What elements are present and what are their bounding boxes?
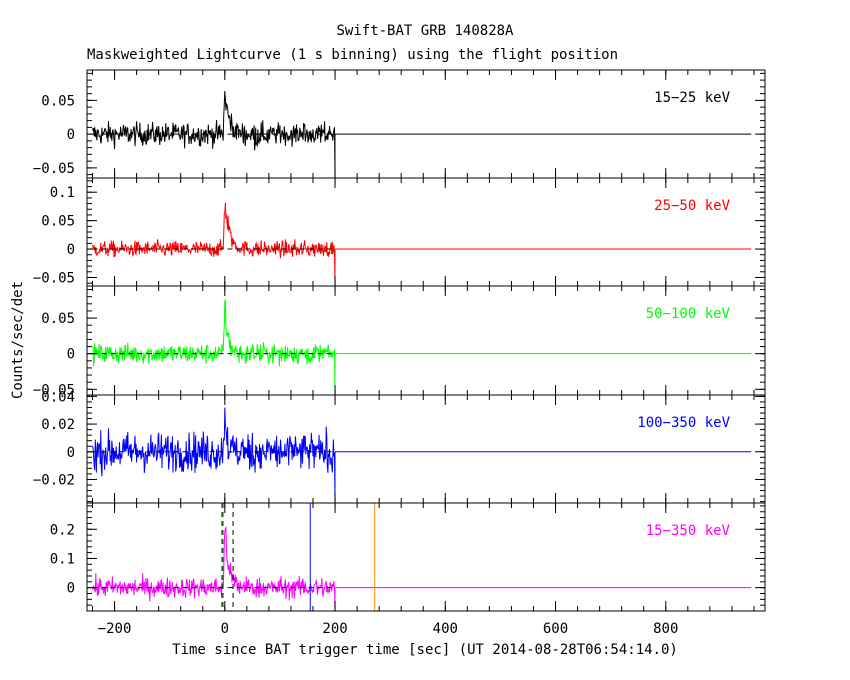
band-label: 15−350 keV [646,523,731,539]
y-tick-label: 0 [67,445,75,461]
lightcurve-series [92,526,336,609]
y-tick-label: 0.05 [41,311,75,327]
y-tick-label: 0.1 [50,185,75,201]
chart-subtitle: Maskweighted Lightcurve (1 s binning) us… [87,47,618,63]
panel-3: −0.05 0 0.05 50−100 keV [33,285,766,398]
y-tick-label: −0.05 [33,270,75,286]
panel-4: −0.02 0 0.02 0.04 100−350 keV [33,389,766,504]
y-tick-label: 0.04 [41,389,75,405]
y-tick-label: 0.02 [41,417,75,433]
y-tick-label: 0.05 [41,214,75,230]
x-axis-label: Time since BAT trigger time [sec] (UT 20… [172,642,678,658]
chart-title: Swift-BAT GRB 140828A [336,23,514,39]
panel-frame [86,69,766,179]
lightcurve-series [92,407,336,501]
x-tick-label: 800 [653,621,678,637]
panels-group: −0.05 0 0.05 15−25 keV −0.05 0 0.05 0.1 25−50 ke… [33,69,766,637]
y-axis-label: Counts/sec/det [10,281,26,399]
y-tick-label: 0 [67,347,75,363]
y-tick-label: −0.02 [33,472,75,488]
y-tick-label: 0 [67,242,75,258]
x-tick-label: 0 [221,621,229,637]
band-label: 100−350 keV [637,415,730,431]
lightcurve-series [92,299,336,393]
y-tick-label: 0.05 [41,93,75,109]
x-tick-label: 600 [543,621,568,637]
y-tick-label: 0 [67,127,75,143]
y-tick-label: 0.1 [50,551,75,567]
lightcurve-series [92,90,336,176]
y-tick-label: −0.05 [33,161,75,177]
x-tick-label: −200 [98,621,132,637]
band-label: 15−25 keV [654,90,730,106]
panel-5: 0 0.1 0.2 15−350 keV [50,502,766,612]
band-label: 50−100 keV [646,306,731,322]
x-tick-label: 400 [433,621,458,637]
panel-2: −0.05 0 0.05 0.1 25−50 keV [33,177,766,287]
band-label: 25−50 keV [654,198,730,214]
x-tick-label: 200 [322,621,347,637]
panel-frame [86,285,766,396]
panel-frame [86,177,766,287]
panel-1: −0.05 0 0.05 15−25 keV [33,69,766,179]
panel-frame [86,502,766,612]
lightcurve-series [92,202,336,284]
y-tick-label: 0 [67,581,75,597]
y-tick-label: −0.05 [33,382,75,398]
y-tick-label: 0.2 [50,522,75,538]
